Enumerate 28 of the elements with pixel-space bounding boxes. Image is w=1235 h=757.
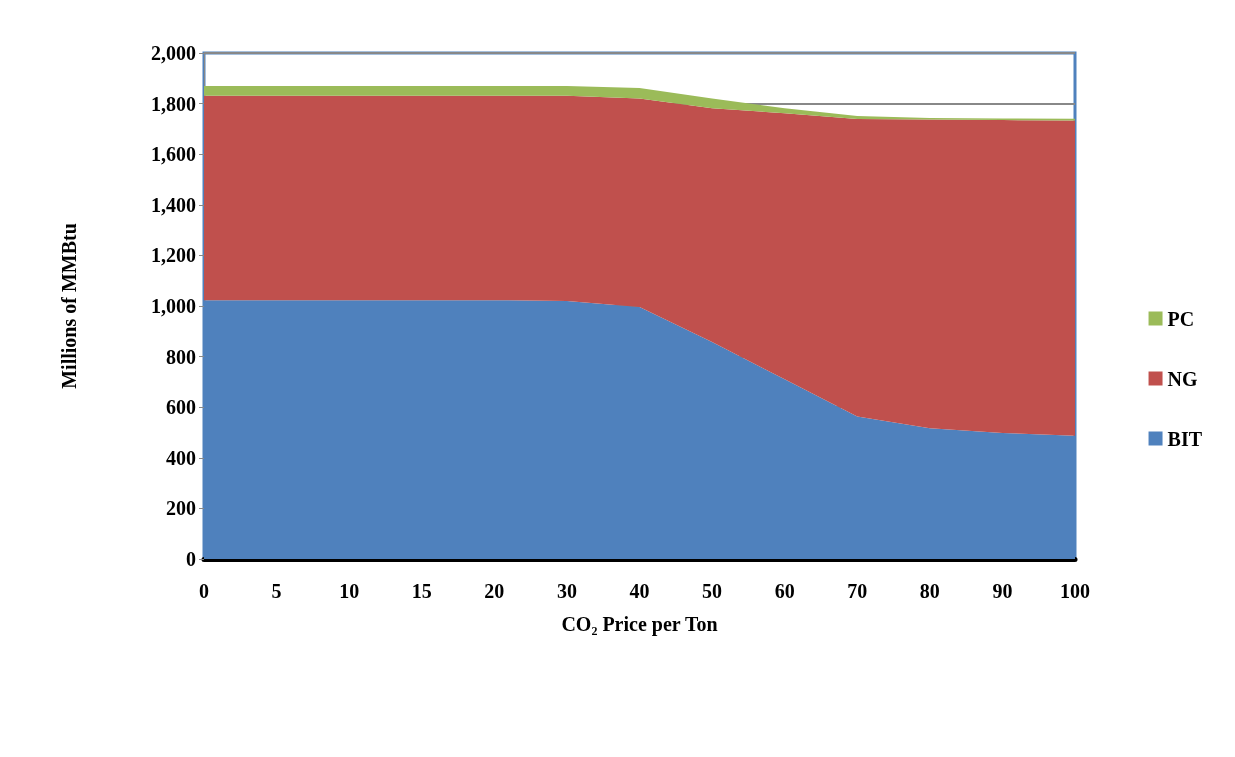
- x-tick-label: 15: [411, 580, 432, 602]
- y-axis-title: Millions of MMBtu: [58, 223, 80, 389]
- x-tick-label: 20: [484, 580, 505, 602]
- x-tick-label: 80: [919, 580, 940, 602]
- y-tick-label: 1,600: [151, 143, 196, 166]
- x-tick-label: 70: [847, 580, 868, 602]
- y-tick-label: 1,200: [151, 244, 196, 267]
- y-tick-label: 1,400: [151, 193, 196, 216]
- y-tick-label: 1,800: [151, 92, 196, 115]
- y-tick-label: 800: [166, 345, 196, 368]
- x-tick-label: 50: [702, 580, 723, 602]
- x-tick-label: 10: [339, 580, 360, 602]
- x-tick-label: 40: [629, 580, 650, 602]
- legend-label: NG: [1167, 367, 1198, 390]
- legend-label: PC: [1167, 307, 1195, 330]
- y-tick-label: 400: [166, 446, 196, 469]
- x-axis-title: CO₂ Price per Ton: [561, 613, 718, 636]
- y-tick-label: 1,000: [151, 295, 196, 317]
- y-tick-label: 200: [166, 497, 196, 520]
- x-tick-label: 60: [774, 580, 795, 602]
- x-tick-label: 90: [992, 580, 1013, 602]
- x-tick-label: 100: [1060, 580, 1090, 602]
- x-tick-label: 5: [271, 580, 282, 602]
- y-tick-label: 2,000: [151, 42, 196, 64]
- y-tick-label: 600: [166, 396, 196, 419]
- x-tick-label: 30: [556, 580, 577, 602]
- y-tick-label: 0: [186, 548, 196, 570]
- legend-label: BIT: [1167, 427, 1203, 450]
